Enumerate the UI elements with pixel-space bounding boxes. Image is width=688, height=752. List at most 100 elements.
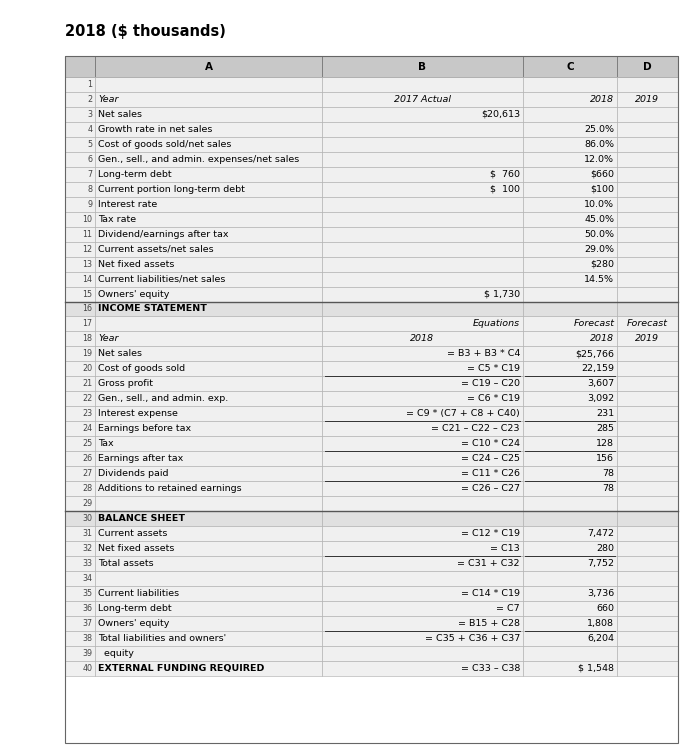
Bar — [96, 436, 322, 451]
Text: = C35 + C36 + C37: = C35 + C36 + C37 — [424, 634, 520, 643]
Bar — [322, 197, 523, 212]
Bar — [96, 347, 322, 362]
Bar — [96, 391, 322, 406]
Text: 86.0%: 86.0% — [584, 140, 614, 149]
Bar — [617, 601, 678, 616]
Text: equity: equity — [98, 649, 134, 658]
Bar — [523, 406, 617, 421]
Text: = C24 – C25: = C24 – C25 — [461, 454, 520, 463]
Text: 27: 27 — [83, 469, 93, 478]
Bar — [523, 197, 617, 212]
Bar — [322, 241, 523, 256]
Text: 7: 7 — [87, 170, 93, 179]
Bar — [65, 496, 96, 511]
Bar — [523, 77, 617, 92]
Bar — [523, 287, 617, 302]
Bar — [65, 646, 96, 661]
Text: 6: 6 — [87, 155, 93, 164]
Text: 2018: 2018 — [410, 335, 434, 344]
Text: Interest rate: Interest rate — [98, 200, 158, 209]
Text: 35: 35 — [83, 589, 93, 598]
Bar — [523, 496, 617, 511]
Bar — [96, 197, 322, 212]
Bar — [322, 466, 523, 481]
Text: 12: 12 — [83, 244, 93, 253]
Text: Net sales: Net sales — [98, 110, 142, 119]
Text: Dividend/earnings after tax: Dividend/earnings after tax — [98, 229, 228, 238]
Bar — [65, 182, 96, 197]
Bar — [65, 376, 96, 391]
Text: 33: 33 — [83, 559, 93, 568]
Text: 128: 128 — [596, 439, 614, 448]
Bar — [322, 107, 523, 122]
Bar — [322, 406, 523, 421]
Text: B: B — [418, 62, 427, 71]
Bar — [523, 526, 617, 541]
Text: 22: 22 — [83, 394, 93, 403]
Bar — [617, 302, 678, 317]
Text: 12.0%: 12.0% — [584, 155, 614, 164]
Bar — [523, 362, 617, 376]
Bar — [617, 496, 678, 511]
Bar — [96, 332, 322, 347]
Text: INCOME STATEMENT: INCOME STATEMENT — [98, 305, 207, 314]
Bar — [96, 496, 322, 511]
Bar — [617, 197, 678, 212]
Text: 22,159: 22,159 — [581, 365, 614, 373]
Bar — [65, 152, 96, 167]
Bar — [617, 616, 678, 631]
Bar — [617, 556, 678, 571]
Text: Equations: Equations — [473, 320, 520, 329]
Text: 18: 18 — [83, 335, 93, 344]
Text: 20: 20 — [83, 365, 93, 373]
Text: Growth rate in net sales: Growth rate in net sales — [98, 125, 213, 134]
Bar — [617, 271, 678, 287]
Text: 39: 39 — [83, 649, 93, 658]
Bar — [523, 466, 617, 481]
Bar — [96, 481, 322, 496]
Text: = B3 + B3 * C4: = B3 + B3 * C4 — [447, 350, 520, 359]
Bar — [523, 601, 617, 616]
Bar — [96, 376, 322, 391]
Bar — [65, 481, 96, 496]
Text: Year: Year — [98, 95, 118, 104]
Bar — [96, 601, 322, 616]
Text: = C11 * C26: = C11 * C26 — [461, 469, 520, 478]
Bar — [523, 586, 617, 601]
Text: 2019: 2019 — [636, 335, 659, 344]
Bar — [96, 571, 322, 586]
Bar — [65, 466, 96, 481]
Bar — [617, 586, 678, 601]
Text: 10: 10 — [83, 214, 93, 223]
Bar — [617, 152, 678, 167]
Bar — [523, 511, 617, 526]
Text: 25: 25 — [83, 439, 93, 448]
Bar — [96, 466, 322, 481]
Text: = C10 * C24: = C10 * C24 — [461, 439, 520, 448]
Bar — [65, 197, 96, 212]
Bar — [523, 571, 617, 586]
Bar — [65, 137, 96, 152]
Bar — [65, 586, 96, 601]
Text: Current assets: Current assets — [98, 529, 167, 538]
Text: = C26 – C27: = C26 – C27 — [461, 484, 520, 493]
Text: Tax: Tax — [98, 439, 114, 448]
Bar — [96, 271, 322, 287]
Text: Current assets/net sales: Current assets/net sales — [98, 244, 214, 253]
Bar — [322, 182, 523, 197]
Bar — [322, 77, 523, 92]
Bar — [65, 122, 96, 137]
Bar — [617, 436, 678, 451]
Text: 2018: 2018 — [590, 335, 614, 344]
Text: Total assets: Total assets — [98, 559, 153, 568]
Bar — [96, 511, 322, 526]
Bar — [96, 152, 322, 167]
Text: C: C — [566, 62, 574, 71]
Bar — [96, 122, 322, 137]
Bar — [96, 646, 322, 661]
Bar — [65, 616, 96, 631]
Text: 280: 280 — [596, 544, 614, 553]
Text: = C14 * C19: = C14 * C19 — [461, 589, 520, 598]
Text: 11: 11 — [83, 229, 93, 238]
Bar — [65, 362, 96, 376]
